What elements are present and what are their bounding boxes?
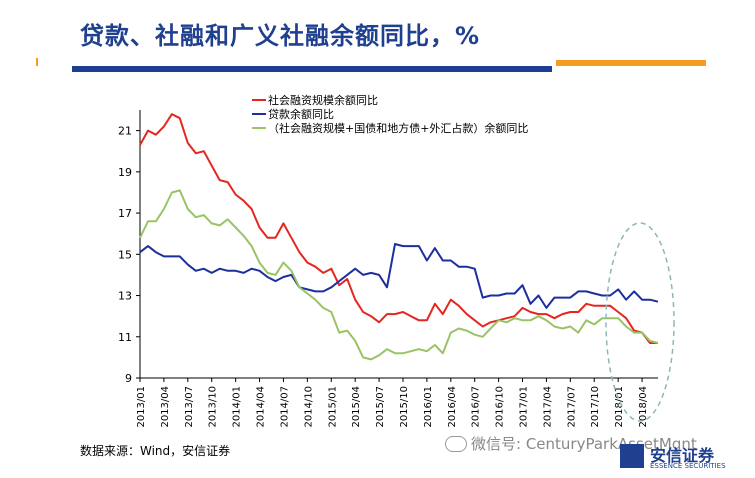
x-tick-label: 2013/01 (136, 386, 147, 428)
page-title: 贷款、社融和广义社融余额同比，% (80, 22, 481, 50)
x-tick-label: 2014/01 (232, 386, 243, 428)
x-tick-label: 2017/07 (566, 386, 577, 428)
x-tick-label: 2013/04 (160, 386, 171, 428)
logo-name-en: ESSENCE SECURITIES (650, 462, 726, 470)
x-tick-label: 2016/04 (447, 386, 458, 428)
logo-mark-icon (620, 444, 644, 468)
y-tick-label: 9 (125, 372, 132, 385)
logo-name-cn: 安信证券 (650, 446, 715, 465)
title-underline-orange (556, 60, 706, 66)
y-tick-label: 21 (118, 125, 132, 138)
x-tick-label: 2018/01 (614, 386, 625, 428)
highlight-ellipse (605, 222, 675, 422)
data-source: 数据来源：Wind，安信证券 (80, 444, 231, 458)
decorative-tick (36, 58, 38, 66)
x-tick-label: 2014/04 (256, 386, 267, 428)
x-tick-label: 2016/07 (471, 386, 482, 428)
y-tick-label: 11 (118, 331, 132, 344)
company-logo: 安信证券 ESSENCE SECURITIES (620, 440, 740, 474)
x-tick-label: 2013/10 (208, 386, 219, 428)
legend-label-3: （社会融资规模+国债和地方债+外汇占款）余额同比 (268, 121, 528, 135)
x-tick-label: 2018/04 (638, 386, 649, 428)
wechat-icon (445, 435, 467, 452)
x-tick-label: 2017/10 (590, 386, 601, 428)
x-tick-label: 2014/07 (279, 386, 290, 428)
title-underline-blue (72, 66, 552, 72)
y-tick-label: 19 (118, 166, 132, 179)
x-tick-label: 2017/04 (542, 386, 553, 428)
y-tick-label: 13 (118, 290, 132, 303)
x-tick-label: 2015/07 (375, 386, 386, 428)
series-line-3 (139, 189, 659, 361)
series-line-2 (139, 243, 659, 309)
x-tick-label: 2016/01 (423, 386, 434, 428)
series-line-1 (139, 113, 658, 344)
x-tick-label: 2017/01 (519, 386, 530, 428)
x-tick-label: 2014/10 (303, 386, 314, 428)
legend-label-1: 社会融资规模余额同比 (268, 93, 378, 107)
x-tick-label: 2015/04 (351, 386, 362, 428)
x-tick-label: 2016/10 (495, 386, 506, 428)
y-tick-label: 15 (118, 248, 132, 261)
x-tick-label: 2015/01 (327, 386, 338, 428)
x-tick-label: 2015/10 (399, 386, 410, 428)
y-tick-label: 17 (118, 207, 132, 220)
legend-label-2: 贷款余额同比 (268, 107, 334, 121)
x-tick-label: 2013/07 (184, 386, 195, 428)
